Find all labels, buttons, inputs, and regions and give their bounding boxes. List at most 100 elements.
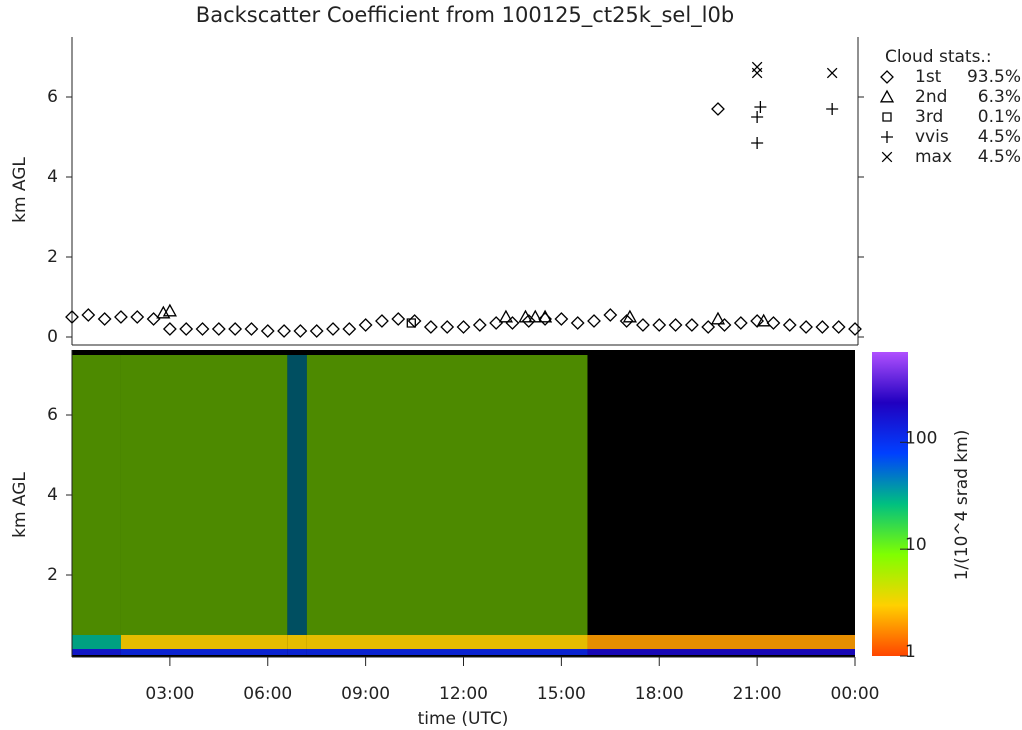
y-axis-label: km AGL — [10, 157, 30, 223]
cloud-point — [244, 322, 259, 336]
colorbar — [872, 352, 908, 656]
cloud-point — [391, 312, 406, 326]
chart-title: Backscatter Coefficient from 100125_ct25… — [196, 3, 734, 28]
cloud-point — [179, 322, 194, 336]
legend-symbol — [881, 131, 893, 143]
x-tick-label: 06:00 — [243, 684, 292, 704]
cloud-point — [711, 102, 725, 116]
cloud-point — [114, 310, 128, 324]
heatmap-cell — [72, 355, 121, 635]
cloud-point — [754, 101, 767, 113]
heatmap-cell — [120, 649, 288, 655]
cloud-point — [440, 320, 455, 334]
cloud-point — [587, 314, 601, 328]
cloud-point — [652, 318, 667, 332]
colorbar-label: 1/(10^4 srad km) — [952, 430, 972, 581]
legend-value: 4.5% — [978, 127, 1021, 147]
cloud-point — [406, 318, 416, 328]
cloud-point — [228, 322, 243, 336]
cloud-point — [472, 318, 487, 332]
heatmap-cell — [287, 649, 307, 655]
heatmap-cell — [587, 635, 855, 649]
cloud-point — [826, 103, 839, 115]
cloud-point — [65, 310, 79, 324]
legend-symbol — [880, 70, 894, 84]
heatmap-cell — [306, 649, 588, 655]
cloud-point — [130, 310, 145, 324]
cloud-point — [423, 320, 438, 334]
cloud-point — [81, 308, 96, 322]
y-tick-label: 0 — [47, 327, 58, 347]
cloud-point — [277, 324, 291, 338]
legend-label: 2nd — [915, 87, 947, 107]
legend-value: 4.5% — [978, 147, 1021, 167]
colorbar-tick-label: 1 — [905, 642, 916, 662]
cloud-point — [518, 309, 533, 323]
heatmap-cell — [287, 635, 307, 649]
y-axis-label: km AGL — [10, 472, 30, 538]
legend-label: max — [915, 147, 952, 167]
cloud-point — [636, 318, 650, 332]
heatmap-cell — [306, 635, 588, 649]
x-tick-label: 12:00 — [439, 684, 488, 704]
cloud-point — [498, 309, 514, 323]
cloud-point — [342, 322, 357, 336]
heatmap-cell — [72, 635, 121, 649]
y-tick-label: 6 — [47, 405, 58, 425]
x-tick-label: 18:00 — [635, 684, 684, 704]
x-tick-label: 21:00 — [733, 684, 782, 704]
cloud-point — [751, 61, 763, 73]
cloud-point — [528, 309, 543, 323]
legend-symbol — [879, 89, 895, 103]
x-tick-label: 09:00 — [341, 684, 390, 704]
cloud-point — [505, 316, 520, 330]
heatmap-cell — [72, 649, 121, 655]
legend-symbol — [882, 112, 892, 122]
heatmap-cell — [587, 649, 855, 655]
cloud-point — [195, 322, 210, 336]
cloud-point — [799, 320, 813, 334]
cloud-point — [146, 312, 161, 326]
cloud-point — [782, 318, 797, 332]
y-tick-label: 6 — [47, 87, 58, 107]
y-tick-label: 4 — [47, 167, 58, 187]
cloud-point — [521, 314, 536, 328]
cloud-point — [407, 314, 422, 328]
cloud-point — [831, 320, 846, 334]
y-tick-label: 2 — [47, 565, 58, 585]
cloud-point — [162, 322, 177, 336]
cloud-point — [309, 324, 324, 338]
x-axis-label: time (UTC) — [418, 709, 509, 729]
cloud-point — [751, 137, 764, 149]
cloud-point — [326, 322, 340, 336]
colorbar-tick-label: 10 — [905, 535, 927, 555]
legend-label: 1st — [915, 67, 942, 87]
cloud-point — [358, 318, 373, 332]
cloud-point — [684, 318, 699, 332]
x-tick-label: 03:00 — [145, 684, 194, 704]
cloud-point — [717, 318, 732, 332]
colorbar-tick-label: 100 — [905, 428, 937, 448]
cloud-point — [293, 324, 308, 338]
x-tick-label: 00:00 — [831, 684, 880, 704]
cloud-point — [701, 320, 716, 334]
cloud-point — [375, 314, 389, 328]
cloud-point — [622, 309, 637, 323]
legend-label: 3rd — [915, 107, 943, 127]
cloud-point — [826, 67, 838, 79]
cloud-point — [537, 309, 553, 323]
cloud-point — [668, 318, 683, 332]
legend-symbol — [881, 151, 893, 163]
x-tick-label: 15:00 — [537, 684, 586, 704]
cloud-point — [710, 311, 726, 325]
legend-value: 93.5% — [967, 67, 1021, 87]
legend-title: Cloud stats.: — [885, 47, 992, 67]
y-tick-label: 2 — [47, 247, 58, 267]
cloud-point — [456, 320, 471, 334]
legend-label: vvis — [915, 127, 949, 147]
cloud-point — [603, 308, 618, 322]
legend-value: 6.3% — [978, 87, 1021, 107]
heatmap-cell — [287, 355, 307, 635]
cloud-point — [97, 312, 112, 326]
cloud-point — [554, 312, 569, 326]
